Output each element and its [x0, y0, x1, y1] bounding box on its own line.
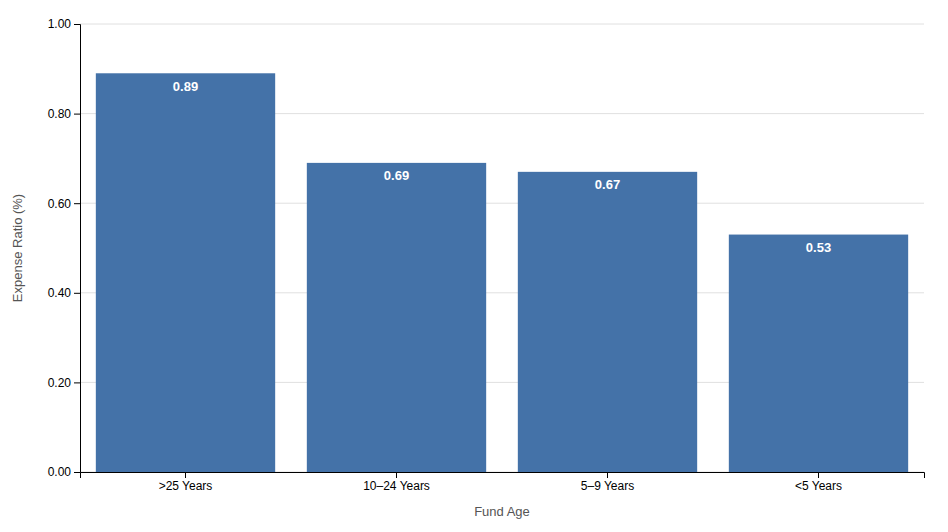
- grid-line: [80, 24, 924, 25]
- data-label: 0.89: [173, 79, 198, 94]
- data-labels: 0.89 0.69 0.67 0.53: [173, 79, 831, 255]
- x-tick: 5–9 Years: [581, 472, 634, 493]
- y-tick-label: 0.20: [48, 376, 72, 390]
- x-tick-mark: [185, 472, 186, 478]
- y-tick-mark: [74, 203, 80, 204]
- y-tick-label: 1.00: [48, 17, 72, 31]
- y-axis: 0.00 0.20 0.40 0.60 0.80 1.00: [48, 17, 81, 479]
- grid: [80, 24, 924, 472]
- bar: [96, 73, 275, 472]
- x-tick-label: >25 Years: [159, 479, 213, 493]
- bar: [518, 172, 697, 472]
- y-axis-line: [74, 25, 81, 473]
- y-tick: 0.20: [48, 376, 80, 390]
- y-tick-mark: [74, 472, 80, 473]
- y-tick-mark: [74, 382, 80, 383]
- data-label: 0.53: [806, 240, 831, 255]
- y-tick: 1.00: [48, 17, 80, 31]
- y-axis-title: Expense Ratio (%): [10, 194, 25, 302]
- x-axis: >25 Years 10–24 Years 5–9 Years <5 Years: [81, 472, 925, 493]
- y-tick-label: 0.00: [48, 465, 72, 479]
- bars: [96, 73, 908, 472]
- x-tick-label: 5–9 Years: [581, 479, 634, 493]
- y-tick: 0.40: [48, 286, 80, 300]
- chart: 0.00 0.20 0.40 0.60 0.80 1.00 >25 Years 10–24 Y…: [0, 0, 948, 532]
- y-tick-mark: [74, 114, 80, 115]
- x-axis-line: [81, 473, 925, 479]
- x-tick: >25 Years: [159, 472, 213, 493]
- y-tick: 0.00: [48, 465, 80, 479]
- bar: [729, 235, 908, 472]
- x-axis-title: Fund Age: [474, 504, 530, 519]
- bar: [307, 163, 486, 472]
- y-tick-label: 0.40: [48, 286, 72, 300]
- y-tick: 0.60: [48, 197, 80, 211]
- data-label: 0.67: [595, 177, 620, 192]
- y-tick-label: 0.60: [48, 197, 72, 211]
- x-tick-mark: [607, 472, 608, 478]
- y-tick: 0.80: [48, 107, 80, 121]
- x-tick: <5 Years: [795, 472, 842, 493]
- x-tick-mark: [396, 472, 397, 478]
- y-tick-mark: [74, 293, 80, 294]
- x-tick-label: 10–24 Years: [363, 479, 430, 493]
- x-tick-mark: [818, 472, 819, 478]
- x-tick: 10–24 Years: [363, 472, 430, 493]
- y-tick-label: 0.80: [48, 107, 72, 121]
- x-tick-label: <5 Years: [795, 479, 842, 493]
- plot: 0.00 0.20 0.40 0.60 0.80 1.00 >25 Years 10–24 Y…: [48, 17, 925, 492]
- data-label: 0.69: [384, 168, 409, 183]
- y-tick-mark: [74, 24, 80, 25]
